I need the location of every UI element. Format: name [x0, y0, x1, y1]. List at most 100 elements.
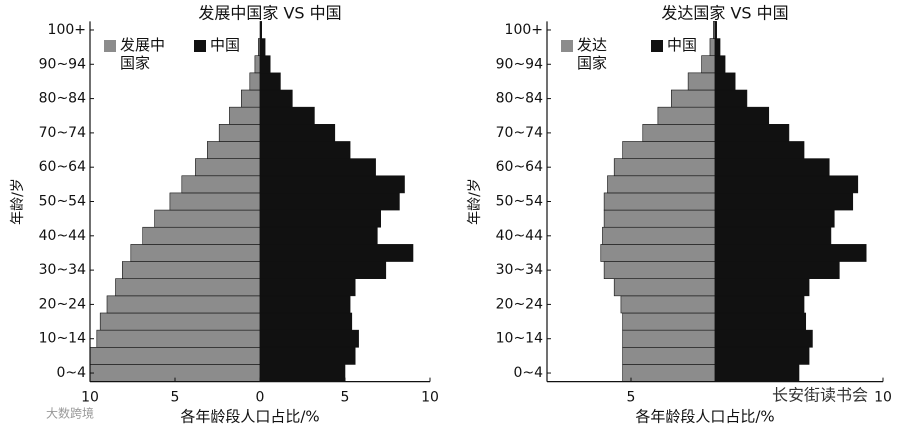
- legend-swatch: [194, 40, 206, 52]
- bar: [714, 295, 805, 314]
- bar: [259, 244, 414, 262]
- bar: [622, 312, 716, 331]
- watermark: 长安街读书会: [772, 386, 868, 405]
- bar: [600, 244, 716, 262]
- bar: [714, 21, 717, 39]
- bar: [259, 261, 387, 279]
- bar: [714, 158, 830, 177]
- bar: [613, 278, 716, 297]
- x-tick-label: 5: [627, 390, 636, 406]
- y-tick-label: 70~74: [496, 125, 543, 141]
- bar: [714, 124, 790, 142]
- bar: [613, 158, 716, 177]
- x-tick-label: 10: [874, 390, 892, 406]
- bar: [714, 244, 867, 262]
- bar: [259, 346, 356, 365]
- bar: [207, 141, 261, 159]
- bar: [259, 21, 262, 39]
- bar: [130, 244, 261, 262]
- y-tick-label: 30~34: [496, 262, 543, 278]
- bar: [142, 226, 261, 245]
- y-tick-label: 40~44: [39, 228, 86, 244]
- bar: [259, 226, 378, 245]
- bar: [620, 295, 716, 314]
- y-tick-label: 50~54: [496, 194, 543, 210]
- bar: [254, 55, 261, 74]
- y-tick-label: 90~94: [496, 56, 543, 72]
- y-tick-label: 80~84: [39, 91, 86, 107]
- bar: [603, 261, 716, 279]
- y-axis-label: 年龄/岁: [10, 178, 26, 225]
- bar: [154, 209, 261, 228]
- y-axis-label: 年龄/岁: [467, 178, 483, 225]
- bar: [622, 364, 716, 382]
- bar: [106, 295, 261, 314]
- y-tick-label: 10~14: [496, 331, 543, 347]
- legend-label: 中国: [667, 36, 698, 54]
- legend-label: 中国: [210, 36, 241, 54]
- bar: [259, 141, 351, 159]
- bar: [714, 346, 810, 365]
- bar: [181, 175, 261, 194]
- bar: [687, 72, 716, 91]
- bar: [714, 72, 736, 91]
- y-tick-label: 70~74: [39, 125, 86, 141]
- bar: [603, 192, 716, 211]
- x-tick-label: 0: [256, 390, 265, 406]
- y-tick-label: 0~4: [56, 365, 86, 381]
- chart-title: 发展中国家 VS 中国: [198, 4, 341, 23]
- bar: [607, 175, 716, 194]
- y-tick-label: 40~44: [496, 228, 543, 244]
- bar: [259, 38, 266, 57]
- bar: [714, 89, 748, 108]
- bar: [89, 346, 261, 365]
- x-tick-label: 10: [81, 390, 99, 406]
- bar: [603, 209, 716, 228]
- legend-label: 发达国家: [577, 36, 608, 72]
- bar: [259, 55, 271, 74]
- bar: [259, 89, 293, 108]
- bar: [642, 124, 716, 142]
- y-tick-label: 90~94: [39, 56, 86, 72]
- bar: [701, 55, 716, 74]
- bar: [259, 209, 381, 228]
- x-tick-label: 5: [171, 390, 180, 406]
- bar: [249, 72, 261, 91]
- bar: [96, 329, 261, 348]
- bar: [259, 72, 281, 91]
- legend-swatch: [104, 40, 116, 52]
- chart-title: 发达国家 VS 中国: [661, 4, 788, 23]
- legend-label: 发展中国家: [120, 36, 166, 72]
- y-tick-label: 20~24: [496, 296, 543, 312]
- y-tick-label: 60~64: [39, 159, 86, 175]
- bar: [169, 192, 261, 211]
- bar: [714, 209, 835, 228]
- bar: [259, 312, 353, 331]
- bar: [714, 364, 800, 382]
- watermark: 大数跨境: [46, 406, 94, 421]
- y-tick-label: 100+: [48, 22, 86, 38]
- y-tick-label: 80~84: [496, 91, 543, 107]
- bar: [229, 106, 261, 125]
- bar: [259, 364, 346, 382]
- y-tick-label: 30~34: [39, 262, 86, 278]
- bar: [622, 141, 716, 159]
- bar: [714, 312, 807, 331]
- bar: [195, 158, 261, 177]
- bar: [714, 278, 810, 297]
- legend-swatch: [651, 40, 663, 52]
- x-axis-label: 各年龄段人口占比/%: [180, 408, 319, 426]
- bar: [622, 346, 716, 365]
- y-tick-label: 20~24: [39, 296, 86, 312]
- bar: [714, 226, 832, 245]
- bar: [714, 261, 840, 279]
- bar: [218, 124, 261, 142]
- bar: [115, 278, 261, 297]
- bar: [714, 141, 805, 159]
- x-axis-label: 各年龄段人口占比/%: [635, 408, 774, 426]
- bar: [602, 226, 716, 245]
- bar: [259, 106, 315, 125]
- bar: [259, 175, 405, 194]
